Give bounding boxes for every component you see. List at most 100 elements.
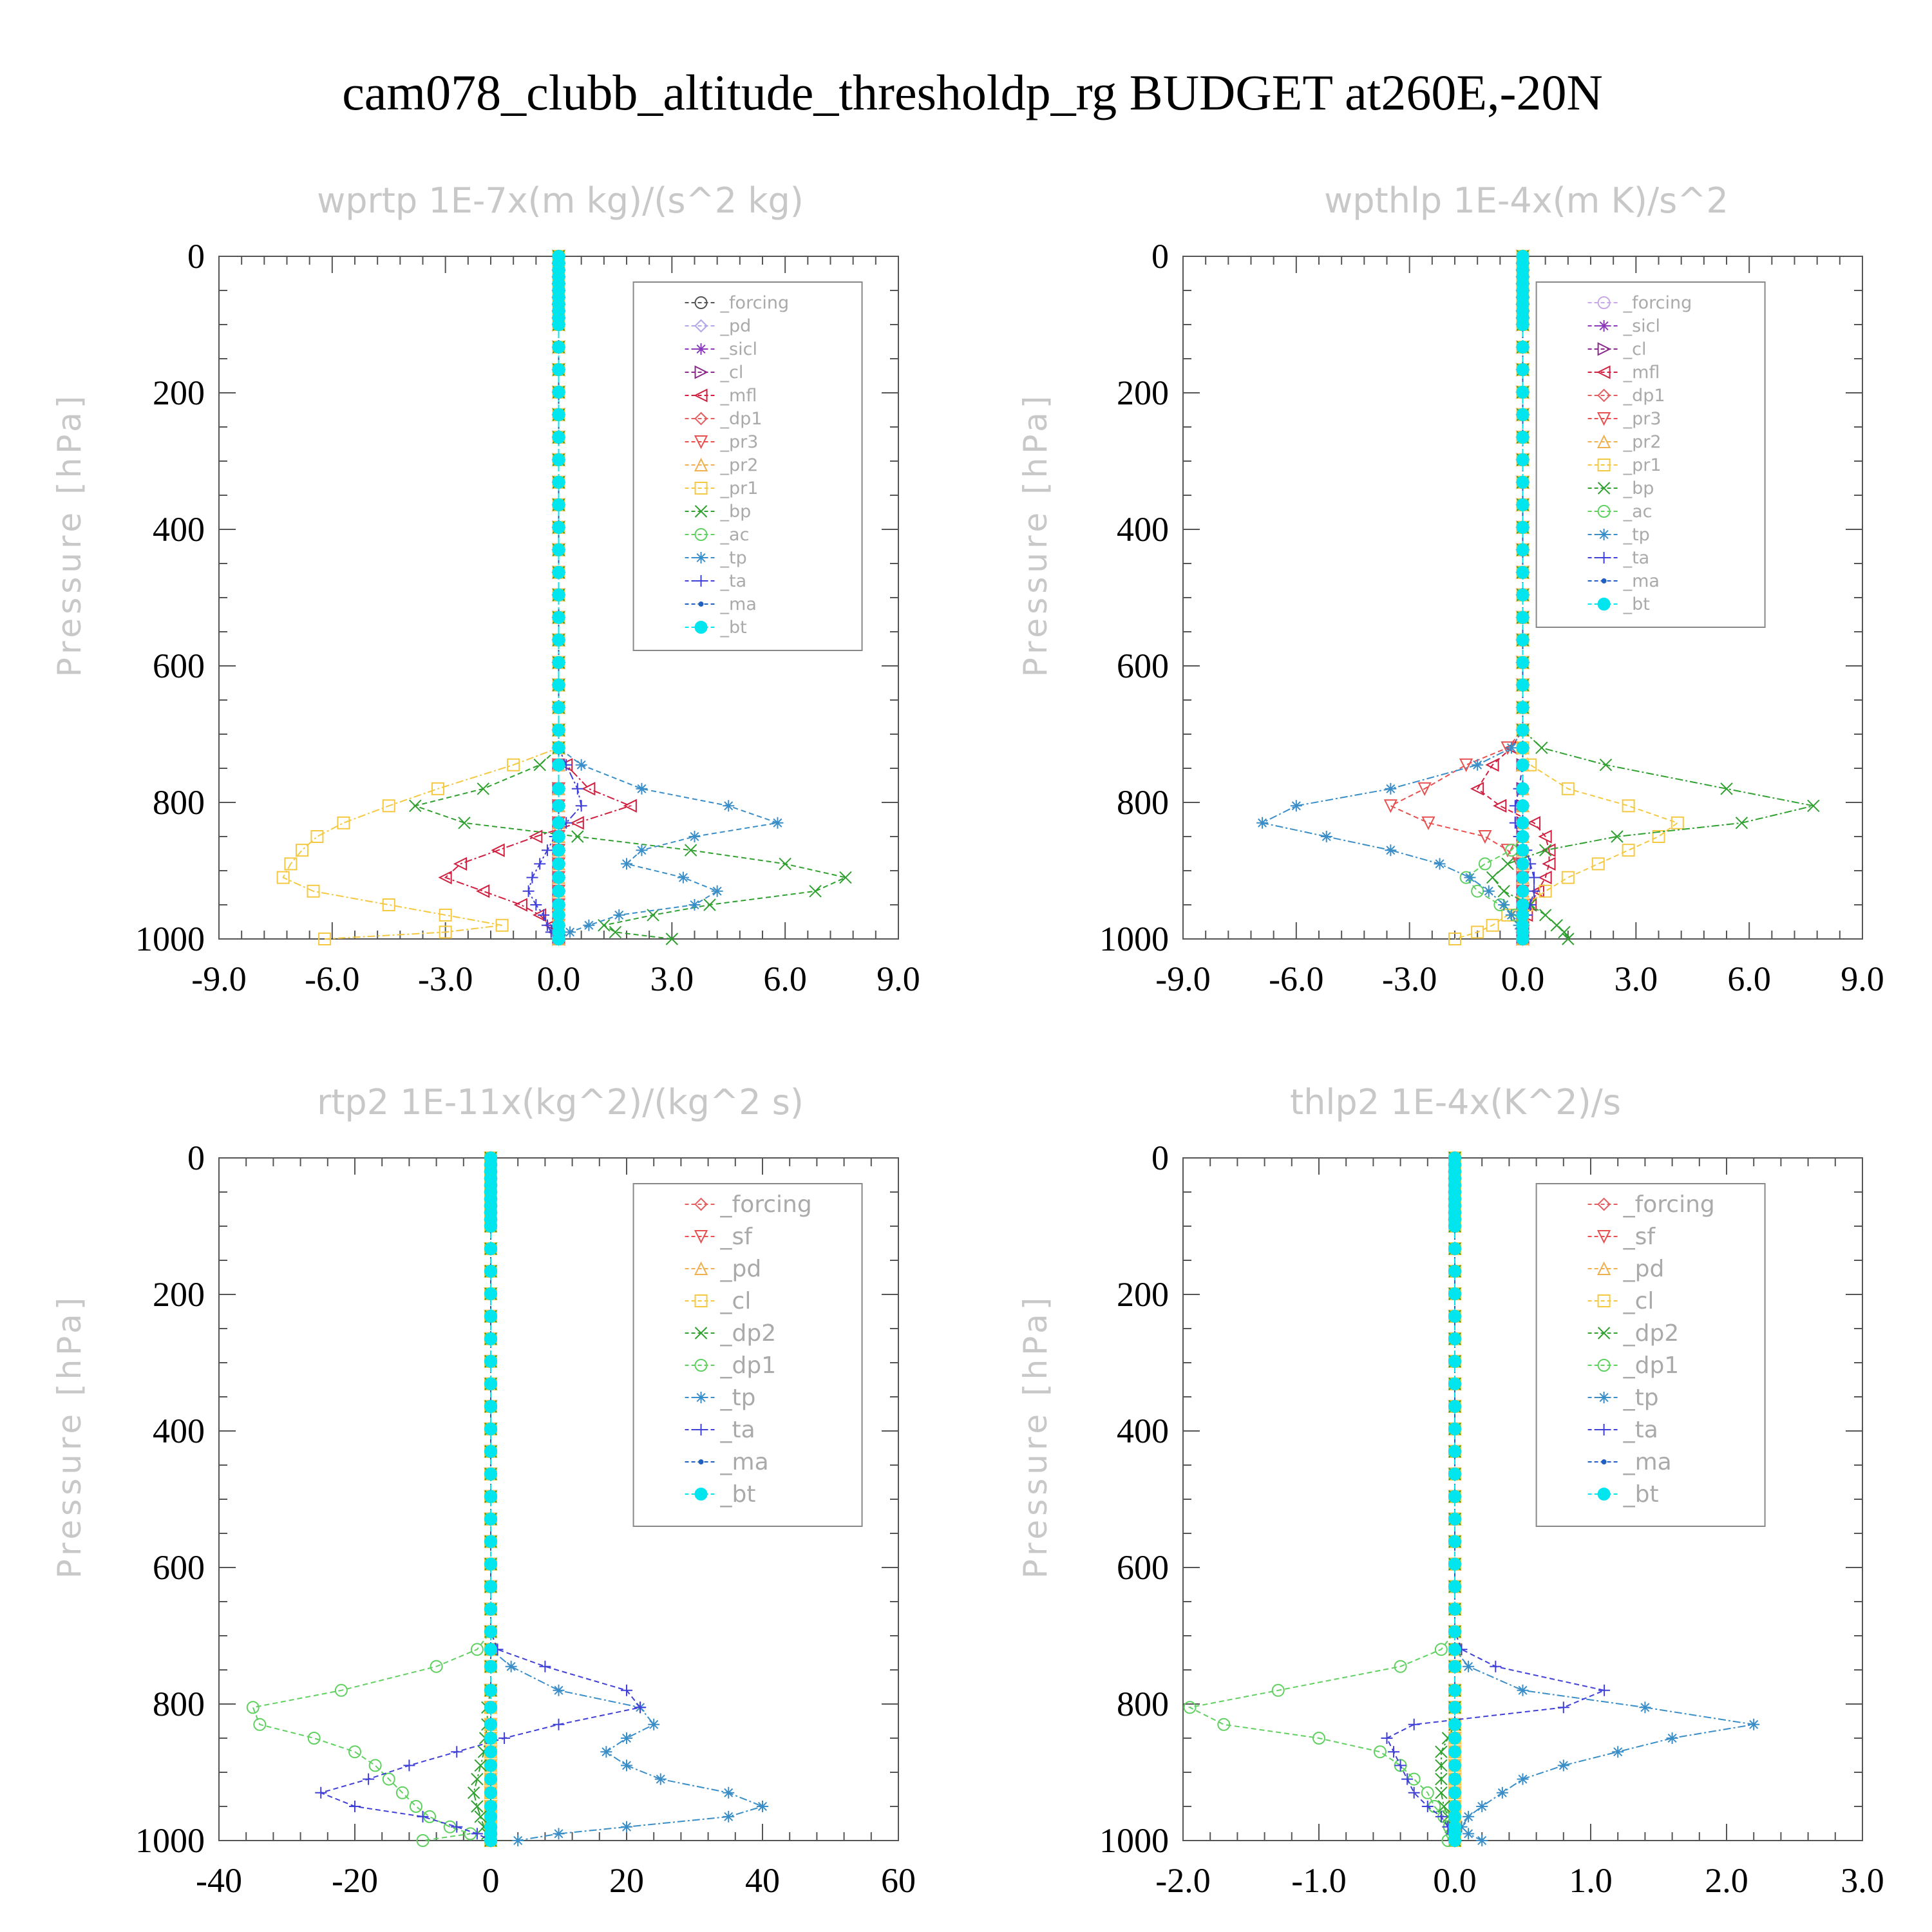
legend-entry: _dp1 (685, 409, 762, 429)
legend-entry: _pr2 (685, 455, 758, 475)
data-point (1448, 1467, 1461, 1481)
legend-marker (694, 319, 708, 333)
y-tick-label: 600 (153, 647, 205, 685)
x-tick-label: -9.0 (1155, 960, 1210, 998)
legend-label: _dp1 (1623, 1352, 1680, 1379)
data-point (1516, 385, 1530, 399)
data-point (1312, 1732, 1325, 1745)
legend-label: _tp (720, 548, 747, 568)
data-point (1639, 1701, 1651, 1714)
legend-entry: _pr3 (1587, 409, 1662, 429)
y-tick-label: 0 (187, 1139, 205, 1177)
data-point (1455, 1821, 1468, 1833)
data-point (1373, 1745, 1387, 1759)
data-point (1516, 363, 1530, 376)
data-point (552, 385, 565, 399)
data-point (571, 782, 583, 795)
legend-entry: _tp (1587, 1385, 1659, 1411)
data-point (484, 1759, 497, 1772)
data-point (484, 1422, 497, 1435)
x-tick-label: -20 (332, 1861, 378, 1900)
legend-label: _ma (1623, 1449, 1672, 1475)
data-point (1290, 800, 1302, 812)
data-point (1471, 925, 1484, 939)
data-point (1448, 1332, 1461, 1345)
figure-title: cam078_clubb_altitude_thresholdp_rg BUDG… (342, 64, 1603, 120)
data-point (1558, 925, 1571, 939)
data-point (491, 843, 505, 857)
data-point (1516, 408, 1530, 421)
legend-entry: _dp1 (685, 1352, 776, 1379)
data-point (409, 1800, 422, 1813)
series-bt (1516, 250, 1530, 945)
data-point (1530, 884, 1544, 898)
data-point (1528, 871, 1540, 884)
data-point (310, 830, 324, 843)
data-point (636, 782, 648, 795)
data-point (246, 1701, 260, 1714)
data-point (552, 520, 565, 534)
legend-entry: _pd (685, 316, 752, 336)
legend-entry: _ma (685, 1449, 769, 1475)
data-point (1516, 498, 1530, 511)
data-point (1434, 1643, 1448, 1656)
data-point (484, 1557, 497, 1571)
legend-marker (1597, 482, 1611, 495)
data-point (1652, 830, 1665, 843)
data-point (1383, 799, 1397, 813)
legend-marker (1597, 296, 1611, 309)
x-tick-label: -9.0 (191, 960, 246, 998)
series-bt (552, 250, 565, 945)
y-tick-label: 600 (1117, 1548, 1169, 1587)
data-point (1448, 1786, 1461, 1799)
legend-marker (694, 365, 708, 379)
y-axis-label: Pressure [hPa] (51, 1294, 88, 1579)
data-point (1557, 1701, 1569, 1714)
data-point (470, 1643, 484, 1656)
legend-entry: _cl (685, 1288, 751, 1314)
data-point (1448, 1490, 1461, 1503)
data-point (598, 919, 611, 932)
data-point (1516, 871, 1530, 884)
data-point (553, 1828, 565, 1840)
legend-label: _cl (1623, 1288, 1654, 1314)
data-point (439, 908, 452, 922)
data-point (723, 1810, 735, 1823)
legend-entry: _ma (1587, 1449, 1672, 1475)
data-point (541, 919, 553, 931)
panel-wprtp: wprtp 1E-7x(m kg)/(s^2 kg) Pressure [hPa… (51, 180, 920, 998)
data-point (688, 831, 701, 842)
data-point (484, 1377, 497, 1390)
data-point (552, 498, 565, 511)
y-tick-label: 400 (1117, 1412, 1169, 1450)
legend-entry: _ac (685, 525, 749, 545)
y-tick-label: 600 (1117, 647, 1169, 685)
y-tick-label: 1000 (1099, 920, 1169, 958)
data-point (471, 1772, 484, 1786)
legend-label: _ma (720, 1449, 769, 1475)
legend-entry: _tp (1587, 525, 1650, 545)
data-point (439, 925, 452, 939)
data-point (552, 844, 565, 857)
data-point (1448, 1718, 1461, 1731)
legend-entry: _tp (685, 1385, 756, 1411)
legend-marker (694, 482, 708, 495)
data-point (1591, 857, 1605, 871)
data-point (276, 871, 290, 884)
legend-label: _pd (720, 316, 752, 336)
data-point (1459, 758, 1473, 772)
y-tick-label: 400 (153, 510, 205, 549)
data-point (1448, 1580, 1461, 1593)
data-point (1561, 871, 1575, 884)
data-point (1381, 1732, 1393, 1744)
x-tick-label: -3.0 (418, 960, 473, 998)
data-point (284, 857, 298, 871)
legend-label: _ma (1623, 571, 1660, 591)
data-point (1482, 885, 1495, 897)
data-point (484, 1354, 497, 1368)
x-tick-label: -1.0 (1291, 1861, 1346, 1900)
data-point (552, 453, 565, 466)
data-point (1505, 909, 1517, 921)
legend-marker (694, 1488, 708, 1501)
data-point (636, 844, 648, 857)
